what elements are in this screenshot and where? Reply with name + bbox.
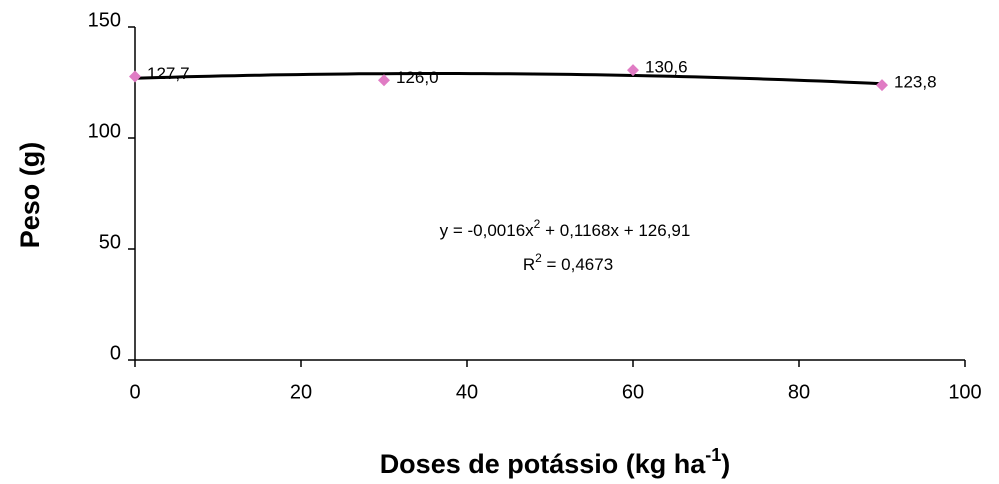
y-tick-label: 100 [88, 120, 121, 142]
r-squared-sup: 2 [535, 251, 542, 265]
y-tick-label: 150 [88, 9, 121, 31]
equation-end: + 0,1168x + 126,91 [540, 221, 690, 240]
trendline [134, 72, 883, 86]
x-tick-label: 60 [622, 381, 644, 403]
y-tick-label: 0 [110, 342, 121, 364]
equation-text: y = -0,0016x [440, 221, 535, 240]
value-label: 126,0 [396, 68, 439, 87]
x-tick-label: 80 [788, 381, 810, 403]
equation: y = -0,0016x2 + 0,1168x + 126,91 [440, 217, 691, 240]
equation-sup: 2 [534, 217, 541, 231]
value-label: 127,7 [147, 64, 190, 83]
x-axis-title: Doses de potássio (kg ha-1) [380, 445, 731, 479]
marker [627, 64, 639, 77]
marker [378, 74, 390, 87]
r-squared: R2 = 0,4673 [523, 251, 613, 274]
value-label: 130,6 [645, 58, 688, 77]
x-tick-label: 0 [129, 381, 140, 403]
x-axis-title-text: Doses de potássio (kg ha [380, 449, 707, 479]
y-tick-label: 50 [99, 231, 121, 253]
y-axis-title: Peso (g) [15, 142, 45, 249]
value-label: 123,8 [894, 73, 937, 92]
x-tick-label: 20 [290, 381, 312, 403]
marker [129, 70, 141, 83]
x-tick-label: 100 [948, 381, 981, 403]
x-axis-title-sup: -1 [705, 445, 721, 465]
marker [876, 79, 888, 92]
x-tick-label: 40 [456, 381, 478, 403]
x-axis-title-end: ) [721, 449, 730, 479]
r-squared-text: R [523, 255, 535, 274]
r-squared-end: = 0,4673 [542, 255, 613, 274]
